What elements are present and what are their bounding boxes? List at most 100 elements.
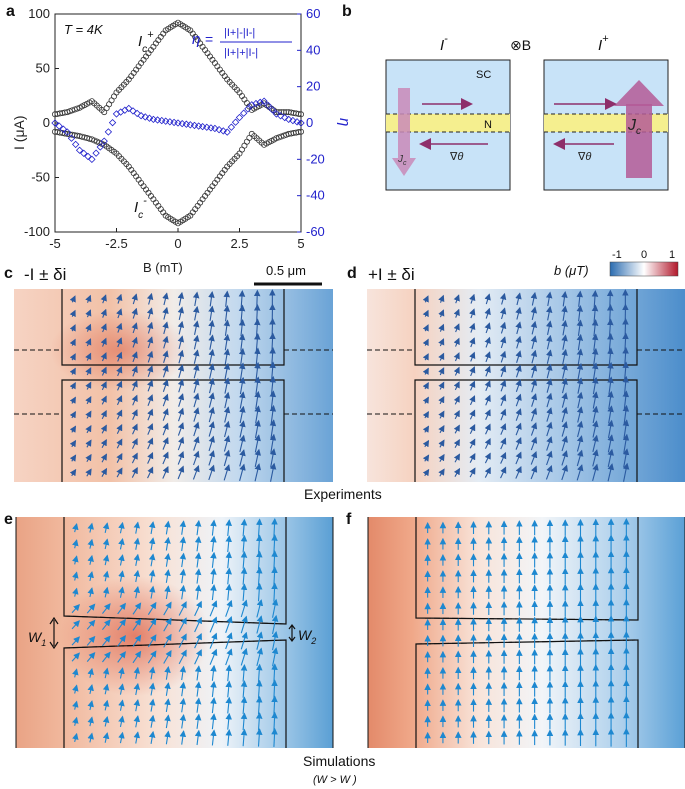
field-arrow — [240, 599, 248, 618]
field-arrow — [87, 684, 94, 695]
field-arrow — [116, 351, 123, 362]
field-arrow — [469, 293, 476, 304]
field-arrow — [147, 601, 157, 616]
field-arrow — [223, 319, 231, 336]
field-arrow — [194, 665, 202, 681]
field-arrow — [133, 666, 141, 679]
field-arrow — [69, 382, 76, 390]
field-arrow — [225, 712, 233, 730]
y-right-tick-label: -60 — [306, 224, 325, 239]
field-arrow — [530, 349, 538, 364]
field-arrow — [87, 667, 94, 678]
data-point-eta — [235, 113, 244, 122]
field-arrow — [208, 406, 215, 423]
field-arrow — [500, 466, 507, 479]
field-arrow — [72, 523, 79, 533]
field-arrow — [72, 684, 79, 694]
field-arrow — [69, 309, 76, 318]
field-arrow — [148, 521, 156, 535]
data-point-eta — [133, 109, 141, 118]
data-point-eta — [264, 101, 272, 110]
field-arrow — [271, 647, 279, 667]
field-arrow — [85, 468, 92, 477]
simulations-subcaption: (W > W ) — [313, 774, 357, 786]
svg-text:W2: W2 — [298, 627, 316, 646]
field-arrow — [240, 551, 248, 569]
field-arrow — [87, 538, 94, 549]
y-right-tick-label: 20 — [306, 79, 320, 94]
field-arrow — [69, 367, 76, 375]
field-arrow — [499, 350, 507, 363]
data-point-ic-plus — [108, 97, 115, 104]
panel-label-e: e — [4, 511, 13, 528]
field-arrow — [209, 616, 218, 633]
field-arrow — [116, 380, 123, 391]
field-arrow — [515, 465, 522, 479]
vector-field-e — [71, 517, 279, 747]
field-arrow — [117, 618, 126, 631]
field-arrow — [225, 599, 233, 617]
field-arrow — [576, 290, 584, 307]
y-right-tick-label: 0 — [306, 115, 313, 130]
field-arrow — [576, 377, 584, 394]
field-arrow — [438, 453, 445, 463]
field-arrow — [178, 649, 187, 665]
data-point-eta — [100, 137, 108, 145]
field-arrow — [438, 323, 445, 332]
data-point-ic-minus — [241, 142, 248, 149]
field-arrow — [484, 336, 491, 348]
field-arrow — [131, 380, 138, 392]
data-point-eta — [59, 125, 68, 133]
field-arrow — [177, 364, 185, 378]
field-arrow — [131, 394, 138, 406]
field-arrow — [194, 519, 202, 536]
panel-label-b: b — [342, 3, 352, 20]
field-arrow — [177, 451, 185, 465]
field-arrow — [546, 450, 553, 466]
field-arrow — [530, 436, 538, 451]
field-arrow — [116, 337, 123, 348]
field-arrow — [72, 587, 79, 597]
field-arrow — [100, 323, 107, 333]
field-arrow — [118, 699, 125, 711]
field-arrow — [422, 295, 429, 303]
field-arrow — [515, 292, 522, 306]
field-arrow — [102, 635, 111, 647]
x-tick-label: -5 — [49, 236, 61, 251]
y-tick-label: 0 — [43, 115, 50, 130]
data-point-eta — [67, 134, 76, 142]
field-arrow — [208, 290, 215, 307]
field-arrow — [100, 453, 107, 463]
field-arrow — [499, 336, 507, 349]
field-arrow — [255, 712, 263, 731]
field-arrow — [162, 437, 169, 450]
field-arrow — [116, 322, 123, 333]
field-arrow — [225, 664, 233, 682]
data-point-eta — [297, 119, 305, 127]
field-arrow — [69, 468, 77, 477]
field-arrow — [102, 683, 110, 695]
data-point-eta — [240, 109, 248, 117]
field-arrow — [240, 680, 248, 698]
field-arrow — [133, 682, 141, 696]
field-arrow — [148, 698, 156, 712]
field-arrow — [271, 598, 279, 618]
simulations-caption: Simulations — [303, 753, 375, 769]
field-arrow — [422, 410, 429, 419]
field-arrow — [515, 422, 522, 436]
field-arrow — [484, 438, 491, 449]
field-arrow — [546, 421, 553, 437]
field-arrow — [133, 537, 141, 550]
svg-text:1: 1 — [669, 249, 675, 261]
field-arrow — [146, 321, 154, 334]
field-arrow — [179, 697, 187, 713]
field-arrow — [147, 379, 154, 392]
field-arrow — [515, 335, 522, 349]
data-point-eta — [223, 128, 231, 136]
field-arrow — [163, 649, 172, 664]
field-arrow — [422, 425, 430, 433]
field-arrow — [133, 553, 141, 566]
field-arrow — [469, 438, 476, 449]
field-arrow — [453, 438, 460, 449]
